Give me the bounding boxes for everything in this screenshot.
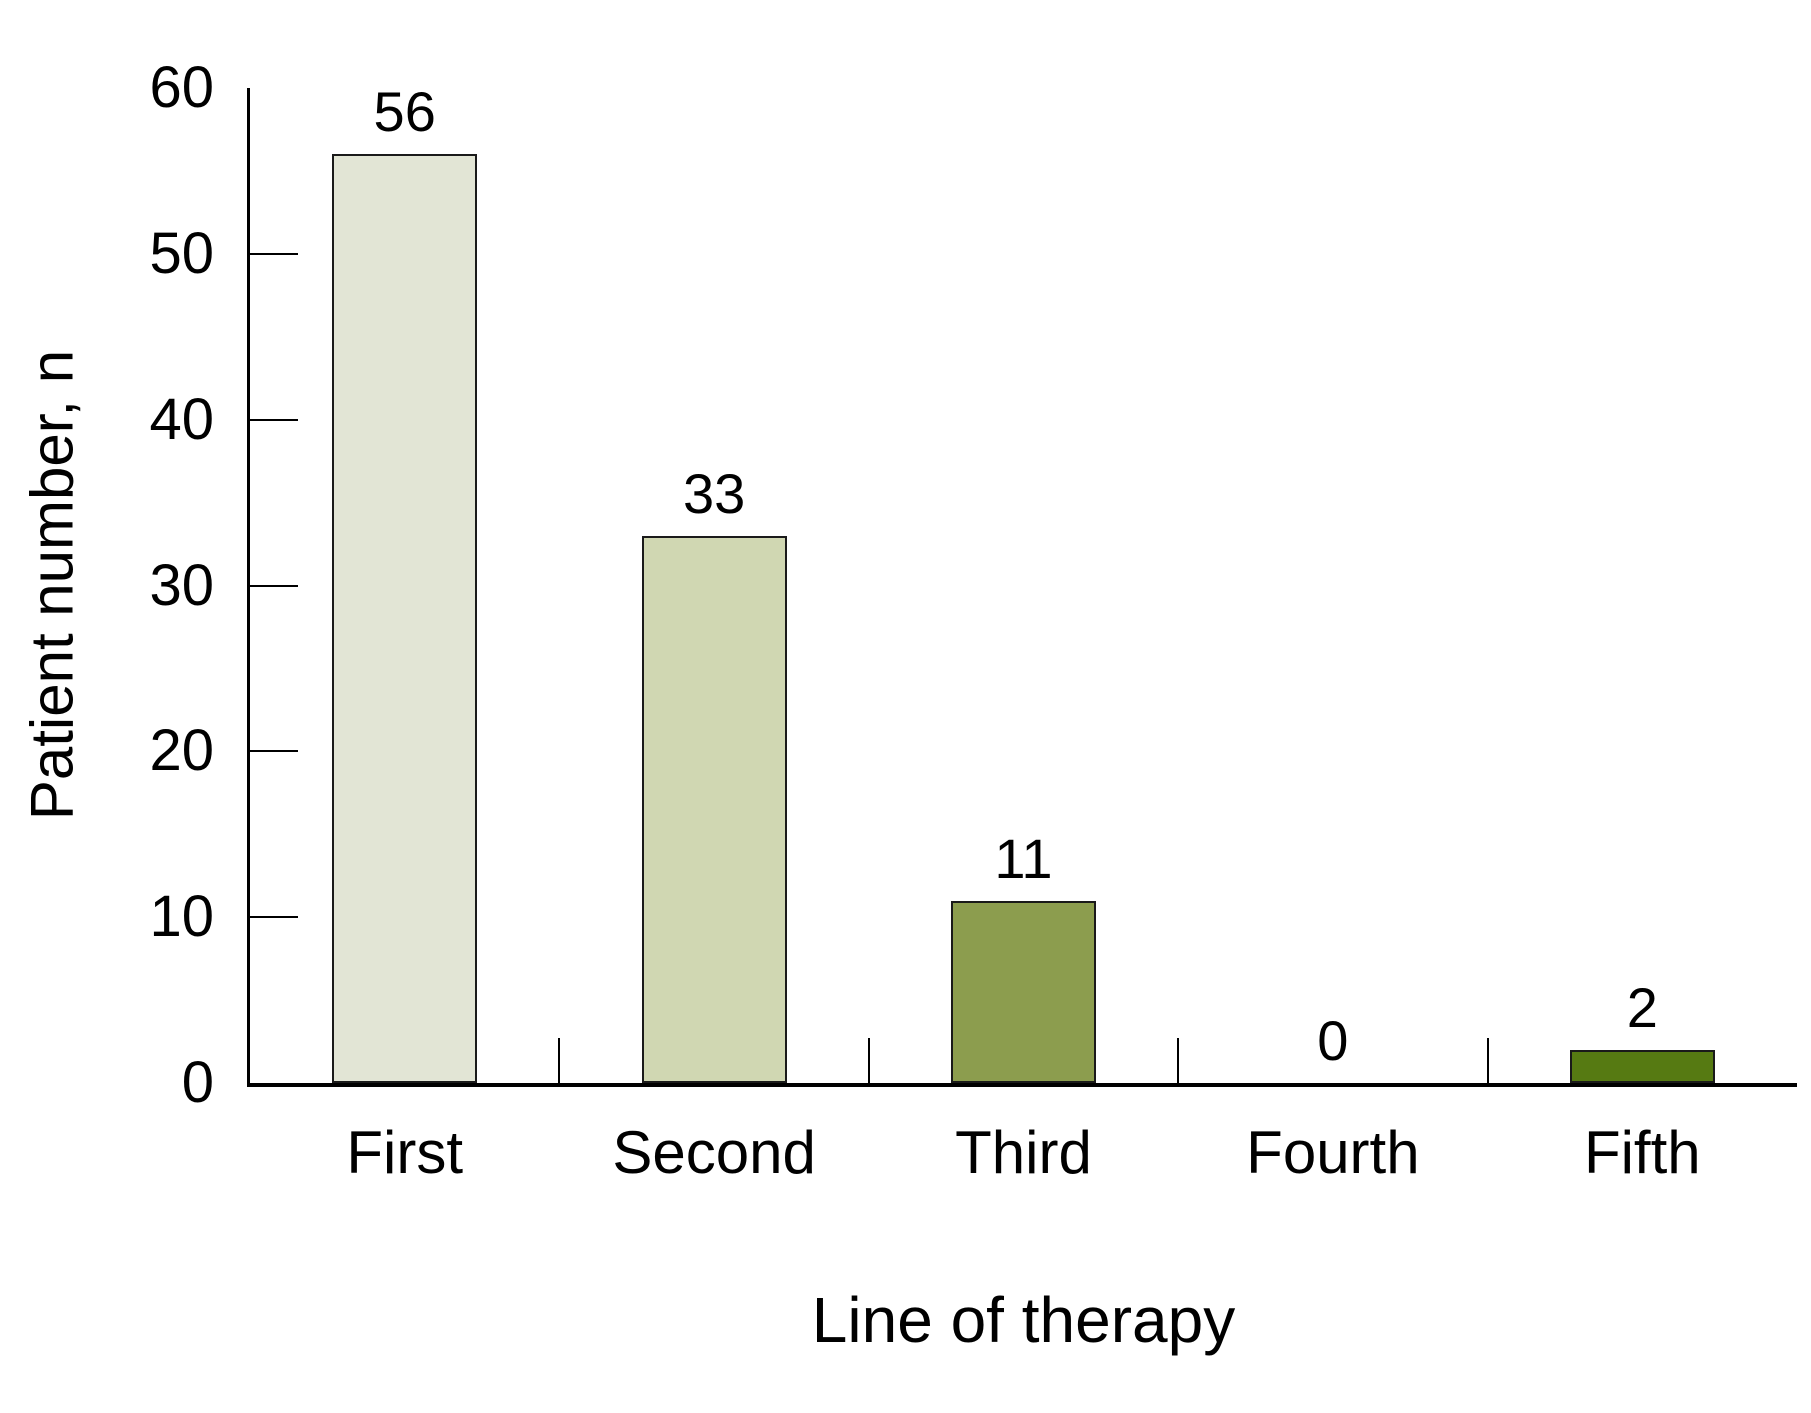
bar-value-label: 33 <box>682 461 746 525</box>
x-axis-tick <box>1486 1038 1489 1083</box>
x-category-label-first: First <box>346 1119 464 1186</box>
y-tick-label: 10 <box>149 884 214 950</box>
y-tick-label: 20 <box>149 718 214 784</box>
bar-value-label: 0 <box>1317 1009 1349 1072</box>
x-category-label-fourth: Fourth <box>1246 1119 1420 1186</box>
y-axis-tick <box>250 252 298 255</box>
x-category-label-fifth: Fifth <box>1583 1119 1701 1186</box>
y-tick-label: 60 <box>149 55 214 120</box>
y-axis-tick <box>250 916 298 919</box>
bar-second <box>641 535 787 1083</box>
y-axis-tick <box>250 750 298 753</box>
x-axis-tick <box>558 1038 561 1083</box>
y-axis-tick <box>250 418 298 421</box>
x-category-label-second: Second <box>612 1119 816 1186</box>
bar-third <box>951 900 1096 1083</box>
x-category-label-third: Third <box>955 1119 1092 1186</box>
y-tick-label: 40 <box>149 386 214 452</box>
y-axis-tick <box>250 584 298 587</box>
bar-value-label: 56 <box>373 80 436 144</box>
bar-value-label: 2 <box>1626 975 1658 1039</box>
x-axis-tick <box>1177 1038 1180 1083</box>
x-axis-tick <box>867 1038 870 1083</box>
bar-first <box>332 154 478 1083</box>
y-tick-label: 0 <box>181 1050 214 1115</box>
bar-value-label: 11 <box>994 826 1053 890</box>
bar-fifth <box>1569 1049 1715 1083</box>
y-tick-label: 50 <box>149 220 214 286</box>
plot-area: 56 33 11 0 2 <box>247 82 1797 1087</box>
x-axis-title: Line of therapy <box>811 1284 1236 1356</box>
y-tick-label: 30 <box>149 552 214 618</box>
